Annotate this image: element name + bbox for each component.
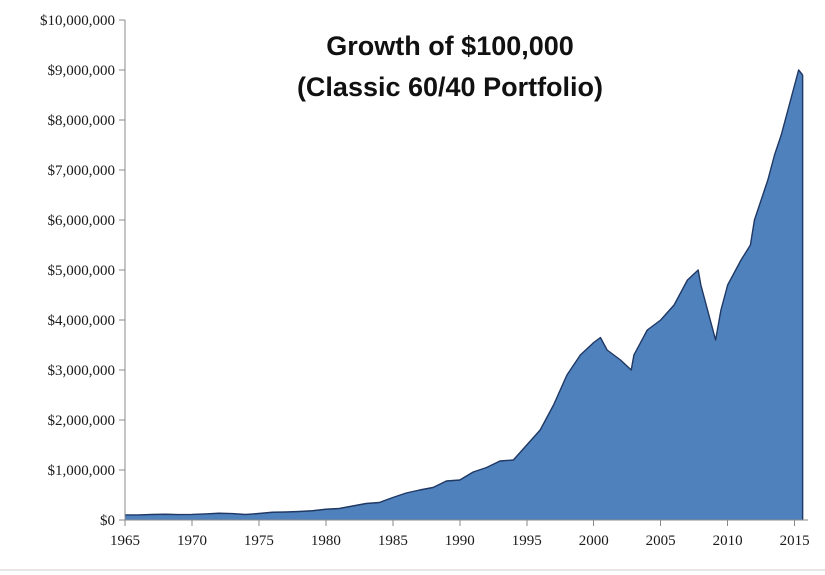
- y-tick-label: $5,000,000: [48, 263, 116, 279]
- x-tick-label: 1990: [445, 533, 475, 549]
- y-tick-label: $1,000,000: [48, 463, 116, 479]
- x-tick-label: 2010: [713, 533, 743, 549]
- chart-title: Growth of $100,000: [326, 31, 574, 61]
- y-tick-label: $10,000,000: [40, 13, 115, 29]
- y-tick-label: $3,000,000: [48, 363, 116, 379]
- x-tick-label: 2005: [646, 533, 676, 549]
- area-layer: [124, 69, 804, 520]
- y-tick-label: $0: [100, 513, 115, 529]
- y-tick-label: $6,000,000: [48, 213, 116, 229]
- tick-label-layer: $0 $1,000,000 $2,000,000 $3,000,000 $4,000,0…: [40, 13, 810, 549]
- x-tick-label: 1975: [244, 533, 274, 549]
- x-tick-label: 1980: [311, 533, 341, 549]
- y-tick-label: $9,000,000: [48, 63, 116, 79]
- y-tick-label: $2,000,000: [48, 413, 116, 429]
- x-tick-label: 1970: [177, 533, 207, 549]
- series-line: [124, 69, 804, 516]
- axis-layer: [119, 19, 808, 526]
- y-tick-label: $8,000,000: [48, 113, 116, 129]
- x-tick-label: 1985: [378, 533, 408, 549]
- chart-subtitle: (Classic 60/40 Portfolio): [297, 72, 603, 102]
- x-tick-label: 1965: [110, 533, 140, 549]
- series-area-fill: [125, 70, 803, 520]
- y-tick-label: $7,000,000: [48, 163, 116, 179]
- x-tick-label: 2015: [780, 533, 810, 549]
- x-tick-label: 1995: [512, 533, 542, 549]
- x-tick-label: 2000: [579, 533, 609, 549]
- y-tick-label: $4,000,000: [48, 313, 116, 329]
